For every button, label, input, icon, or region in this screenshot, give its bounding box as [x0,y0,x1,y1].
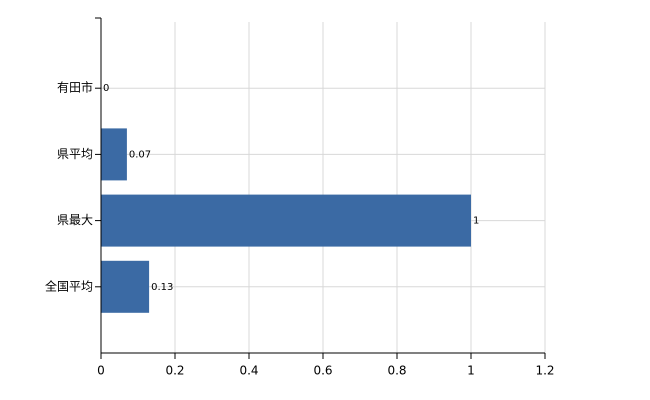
bar [101,128,127,181]
value-label: 0.13 [151,282,173,293]
value-label: 0.07 [129,149,151,160]
x-tick-label: 1.2 [535,364,554,378]
x-tick-label: 0 [97,364,105,378]
x-tick-label: 0.6 [313,364,332,378]
value-label: 1 [473,216,479,227]
y-tick-label: 県平均 [57,147,93,161]
y-tick-label: 全国平均 [45,278,93,293]
x-tick-label: 1 [467,364,475,378]
bar [101,194,471,247]
y-tick-label: 有田市 [57,80,93,95]
bar [101,260,150,313]
x-tick-label: 0.8 [387,364,406,378]
x-tick-label: 0.4 [239,364,258,378]
y-tick-label: 県最大 [57,213,93,227]
x-tick-label: 0.2 [165,364,184,378]
value-label: 0 [103,83,109,94]
